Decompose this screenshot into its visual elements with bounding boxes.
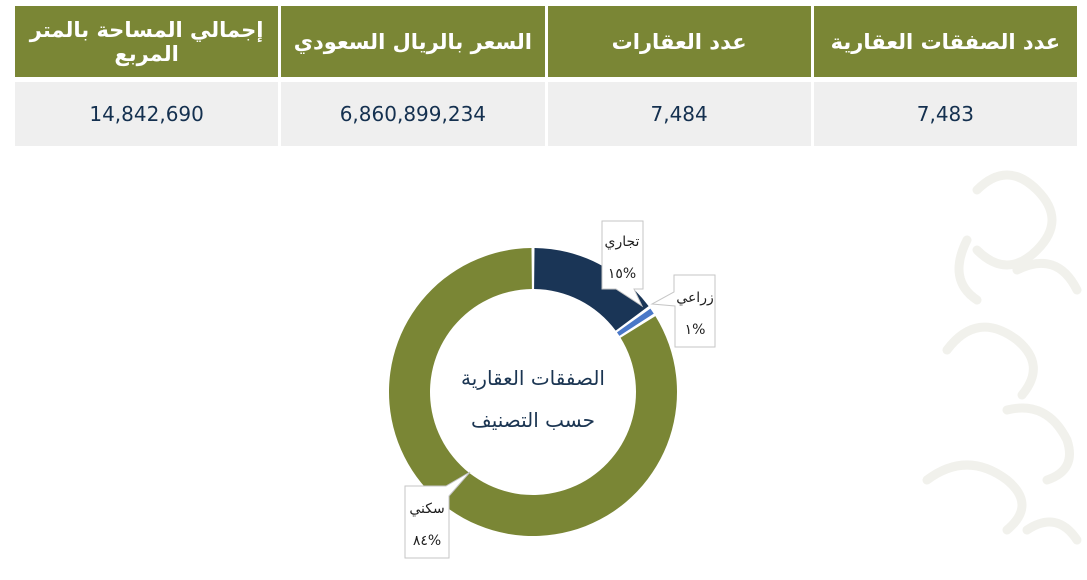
value-transactions-count: 7,483 [813,82,1077,146]
value-properties-count: 7,484 [547,82,811,146]
table-header-row: عدد الصفقات العقارية عدد العقارات السعر … [15,6,1077,82]
slice-label-commercial: تجاري [605,234,640,250]
summary-table: عدد الصفقات العقارية عدد العقارات السعر … [12,6,1080,146]
chart-center-title-line2: حسب التصنيف [471,408,595,432]
slice-commercial [534,248,649,331]
header-total-area: إجمالي المساحة بالمتر المربع [15,6,279,82]
slice-agricultural [616,308,654,336]
value-total-area: 14,842,690 [15,82,279,146]
callout-commercial: تجاري %١٥ [601,220,644,308]
header-properties-count: عدد العقارات [547,6,811,82]
chart-center-title-line1: الصفقات العقارية [461,366,605,390]
callout-agricultural: زراعي %١ [650,274,716,348]
slice-label-residential: سكني [409,501,444,517]
header-price-sar: السعر بالريال السعودي [281,6,545,82]
background-watermark [922,170,1082,545]
callout-residential: سكني %٨٤ [404,471,471,559]
value-price-sar: 6,860,899,234 [281,82,545,146]
slice-percent-residential: %٨٤ [413,533,441,549]
table-row: 7,483 7,484 6,860,899,234 14,842,690 [15,82,1077,146]
slice-label-agricultural: زراعي [676,290,713,306]
header-transactions-count: عدد الصفقات العقارية [813,6,1077,82]
slice-percent-agricultural: %١ [685,322,706,338]
slice-percent-commercial: %١٥ [608,266,636,282]
